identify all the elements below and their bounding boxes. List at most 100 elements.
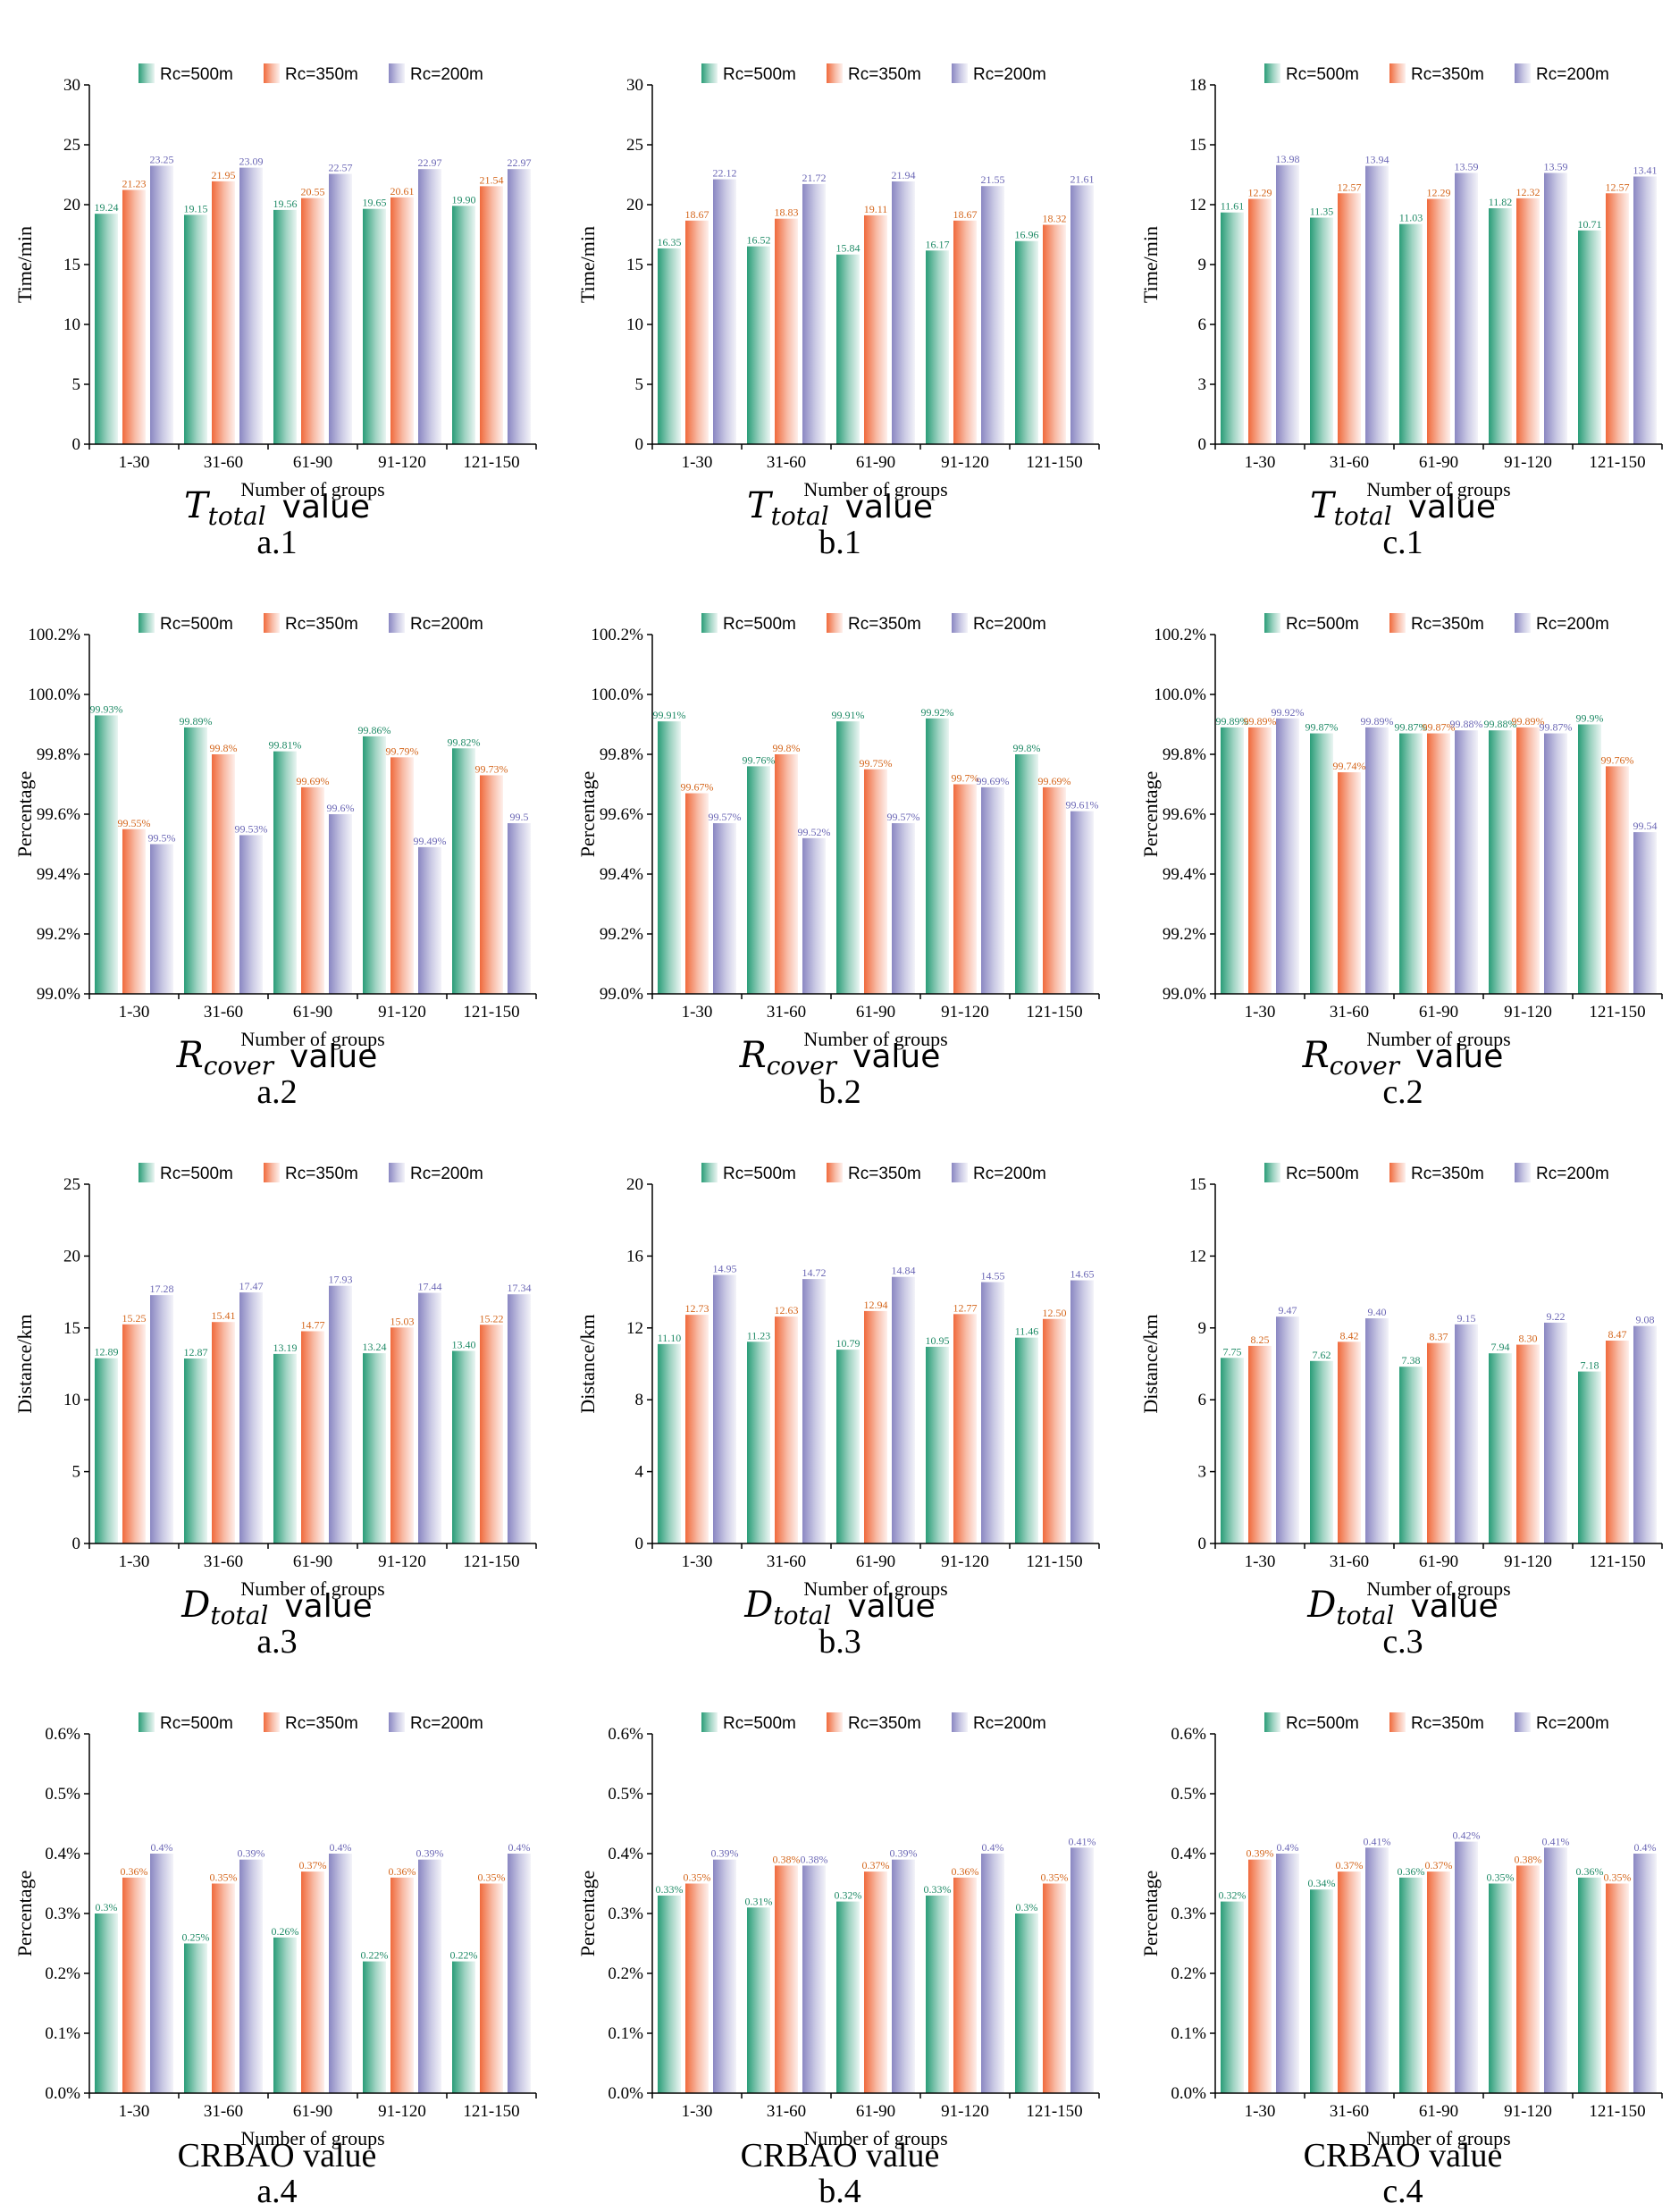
panel-metric-caption: CRBAO value	[740, 2137, 940, 2174]
bar-rc-350m-31-60	[775, 1316, 798, 1543]
data-label: 9.08	[1636, 1314, 1655, 1326]
bar-rc-350m-121-150	[480, 1325, 503, 1543]
data-label: 11.23	[747, 1329, 771, 1341]
x-tick-label: 121-150	[1589, 453, 1645, 472]
y-tick-label: 20	[63, 1247, 80, 1266]
data-label: 8.42	[1340, 1329, 1359, 1341]
y-tick-label: 0.4%	[1171, 1845, 1206, 1863]
data-label: 99.89%	[1512, 715, 1545, 728]
data-label: 0.26%	[272, 1925, 299, 1938]
y-tick-label: 6	[1198, 1391, 1207, 1409]
data-label: 23.25	[150, 153, 174, 165]
y-tick-label: 99.8%	[37, 745, 80, 764]
legend-label: Rc=200m	[410, 1714, 483, 1733]
bar-rc-200m-61-90	[329, 814, 352, 994]
y-tick-label: 99.2%	[37, 925, 80, 944]
data-label: 9.22	[1547, 1310, 1566, 1323]
data-label: 99.86%	[358, 724, 391, 736]
x-tick-label: 1-30	[1245, 453, 1276, 472]
bar-rc-350m-121-150	[1043, 1318, 1066, 1543]
data-label: 0.34%	[1308, 1877, 1336, 1889]
legend: Rc=500m Rc=350m Rc=200m	[1264, 1712, 1609, 1733]
data-label: 20.55	[301, 186, 325, 198]
legend-label: Rc=200m	[410, 1165, 483, 1183]
x-tick-label: 61-90	[293, 1552, 332, 1571]
bar-rc-350m-31-60	[1338, 772, 1361, 994]
bar-rc-200m-61-90	[892, 1276, 915, 1543]
data-label: 21.55	[981, 173, 1005, 186]
bar-rc-350m-1-30	[1248, 1859, 1272, 2093]
data-label: 15.41	[212, 1309, 236, 1322]
bar-rc-200m-61-90	[1455, 172, 1478, 445]
bar-rc-500m-121-150	[452, 206, 475, 444]
y-tick-label: 3	[1198, 375, 1207, 394]
x-tick-label: 61-90	[1419, 1003, 1458, 1022]
data-label: 16.17	[926, 238, 950, 250]
bar-rc-500m-121-150	[1015, 754, 1038, 994]
x-tick-label: 31-60	[1330, 1003, 1369, 1022]
bar-rc-200m-121-150	[1633, 176, 1657, 444]
x-tick-label: 1-30	[682, 2102, 713, 2121]
x-tick-label: 61-90	[293, 2102, 332, 2121]
x-tick-label: 61-90	[856, 2102, 895, 2121]
bar-rc-200m-1-30	[713, 823, 736, 994]
legend-swatch	[1515, 1163, 1531, 1182]
data-label: 99.91%	[653, 709, 686, 721]
bar-rc-200m-121-150	[1070, 185, 1094, 444]
y-tick-label: 99.6%	[600, 805, 643, 824]
y-tick-label: 5	[72, 1463, 81, 1482]
bar-rc-500m-31-60	[184, 1358, 207, 1543]
chart-panel-b-1: 16.35 16.52 15.84 16.17 16.96 18.67 18.83 19.11…	[567, 18, 1112, 563]
y-tick-label: 0.5%	[1171, 1785, 1206, 1804]
x-tick-label: 91-120	[941, 453, 989, 472]
data-label: 11.35	[1310, 206, 1334, 218]
y-tick-label: 99.8%	[600, 745, 643, 764]
data-label: 11.82	[1489, 196, 1513, 208]
bar-rc-350m-91-120	[1516, 1344, 1540, 1543]
x-tick-label: 1-30	[119, 453, 150, 472]
x-tick-label: 1-30	[119, 2102, 150, 2121]
data-label: 0.36%	[121, 1865, 148, 1878]
bar-rc-200m-91-120	[981, 786, 1004, 994]
x-tick-label: 121-150	[1589, 2102, 1645, 2121]
bar-rc-500m-91-120	[363, 1961, 386, 2093]
bar-rc-350m-1-30	[1248, 727, 1272, 994]
y-axis-title: Time/min	[1139, 226, 1162, 303]
x-tick-label: 1-30	[1245, 1003, 1276, 1022]
data-label: 14.55	[981, 1270, 1005, 1283]
bar-rc-200m-31-60	[239, 167, 263, 444]
legend-label: Rc=350m	[1411, 65, 1484, 84]
legend-swatch	[389, 1163, 405, 1182]
legend-label: Rc=350m	[1411, 1714, 1484, 1733]
legend-swatch	[827, 613, 843, 633]
panel-id-caption: c.3	[1382, 1623, 1423, 1661]
legend: Rc=500m Rc=350m Rc=200m	[139, 1163, 483, 1183]
bar-rc-350m-1-30	[685, 220, 709, 444]
y-axis-title: Distance/km	[1139, 1314, 1162, 1413]
bar-rc-350m-31-60	[1338, 193, 1361, 444]
bar-chart: 0.3%0.25% 0.26%0.22% 0.22%0.36% 0.35%0.37% 0…	[13, 1712, 537, 2149]
legend-label: Rc=500m	[160, 615, 233, 634]
data-label: 99.61%	[1066, 799, 1099, 812]
bar-rc-500m-1-30	[658, 1343, 681, 1543]
bar-rc-350m-1-30	[122, 189, 146, 444]
bar-rc-350m-61-90	[1427, 733, 1450, 994]
data-label: 99.89%	[1216, 715, 1249, 728]
x-tick-label: 91-120	[1504, 2102, 1552, 2121]
panel-id-caption: b.2	[819, 1073, 861, 1111]
bar-chart: 0.32%0.34%0.36% 0.35% 0.36%0.39%0.37% 0.37%…	[1139, 1712, 1663, 2149]
bar-rc-350m-61-90	[301, 1331, 324, 1543]
bar-chart: 99.91% 99.76% 99.91% 99.92% 99.8% 99.67% 99.8%…	[576, 613, 1100, 1050]
bar-rc-500m-121-150	[1015, 240, 1038, 444]
data-label: 99.87%	[1423, 721, 1456, 734]
y-tick-label: 30	[626, 76, 643, 95]
y-tick-label: 100.0%	[591, 685, 643, 704]
legend-label: Rc=500m	[1286, 615, 1359, 634]
y-tick-label: 15	[63, 1319, 80, 1338]
data-label: 99.87%	[1305, 721, 1339, 734]
bar-rc-200m-1-30	[150, 844, 173, 994]
data-label: 13.59	[1455, 160, 1479, 172]
panel-metric-caption: Dtotal value	[744, 1585, 936, 1630]
legend-label: Rc=500m	[160, 1714, 233, 1733]
x-tick-label: 121-150	[463, 1552, 519, 1571]
